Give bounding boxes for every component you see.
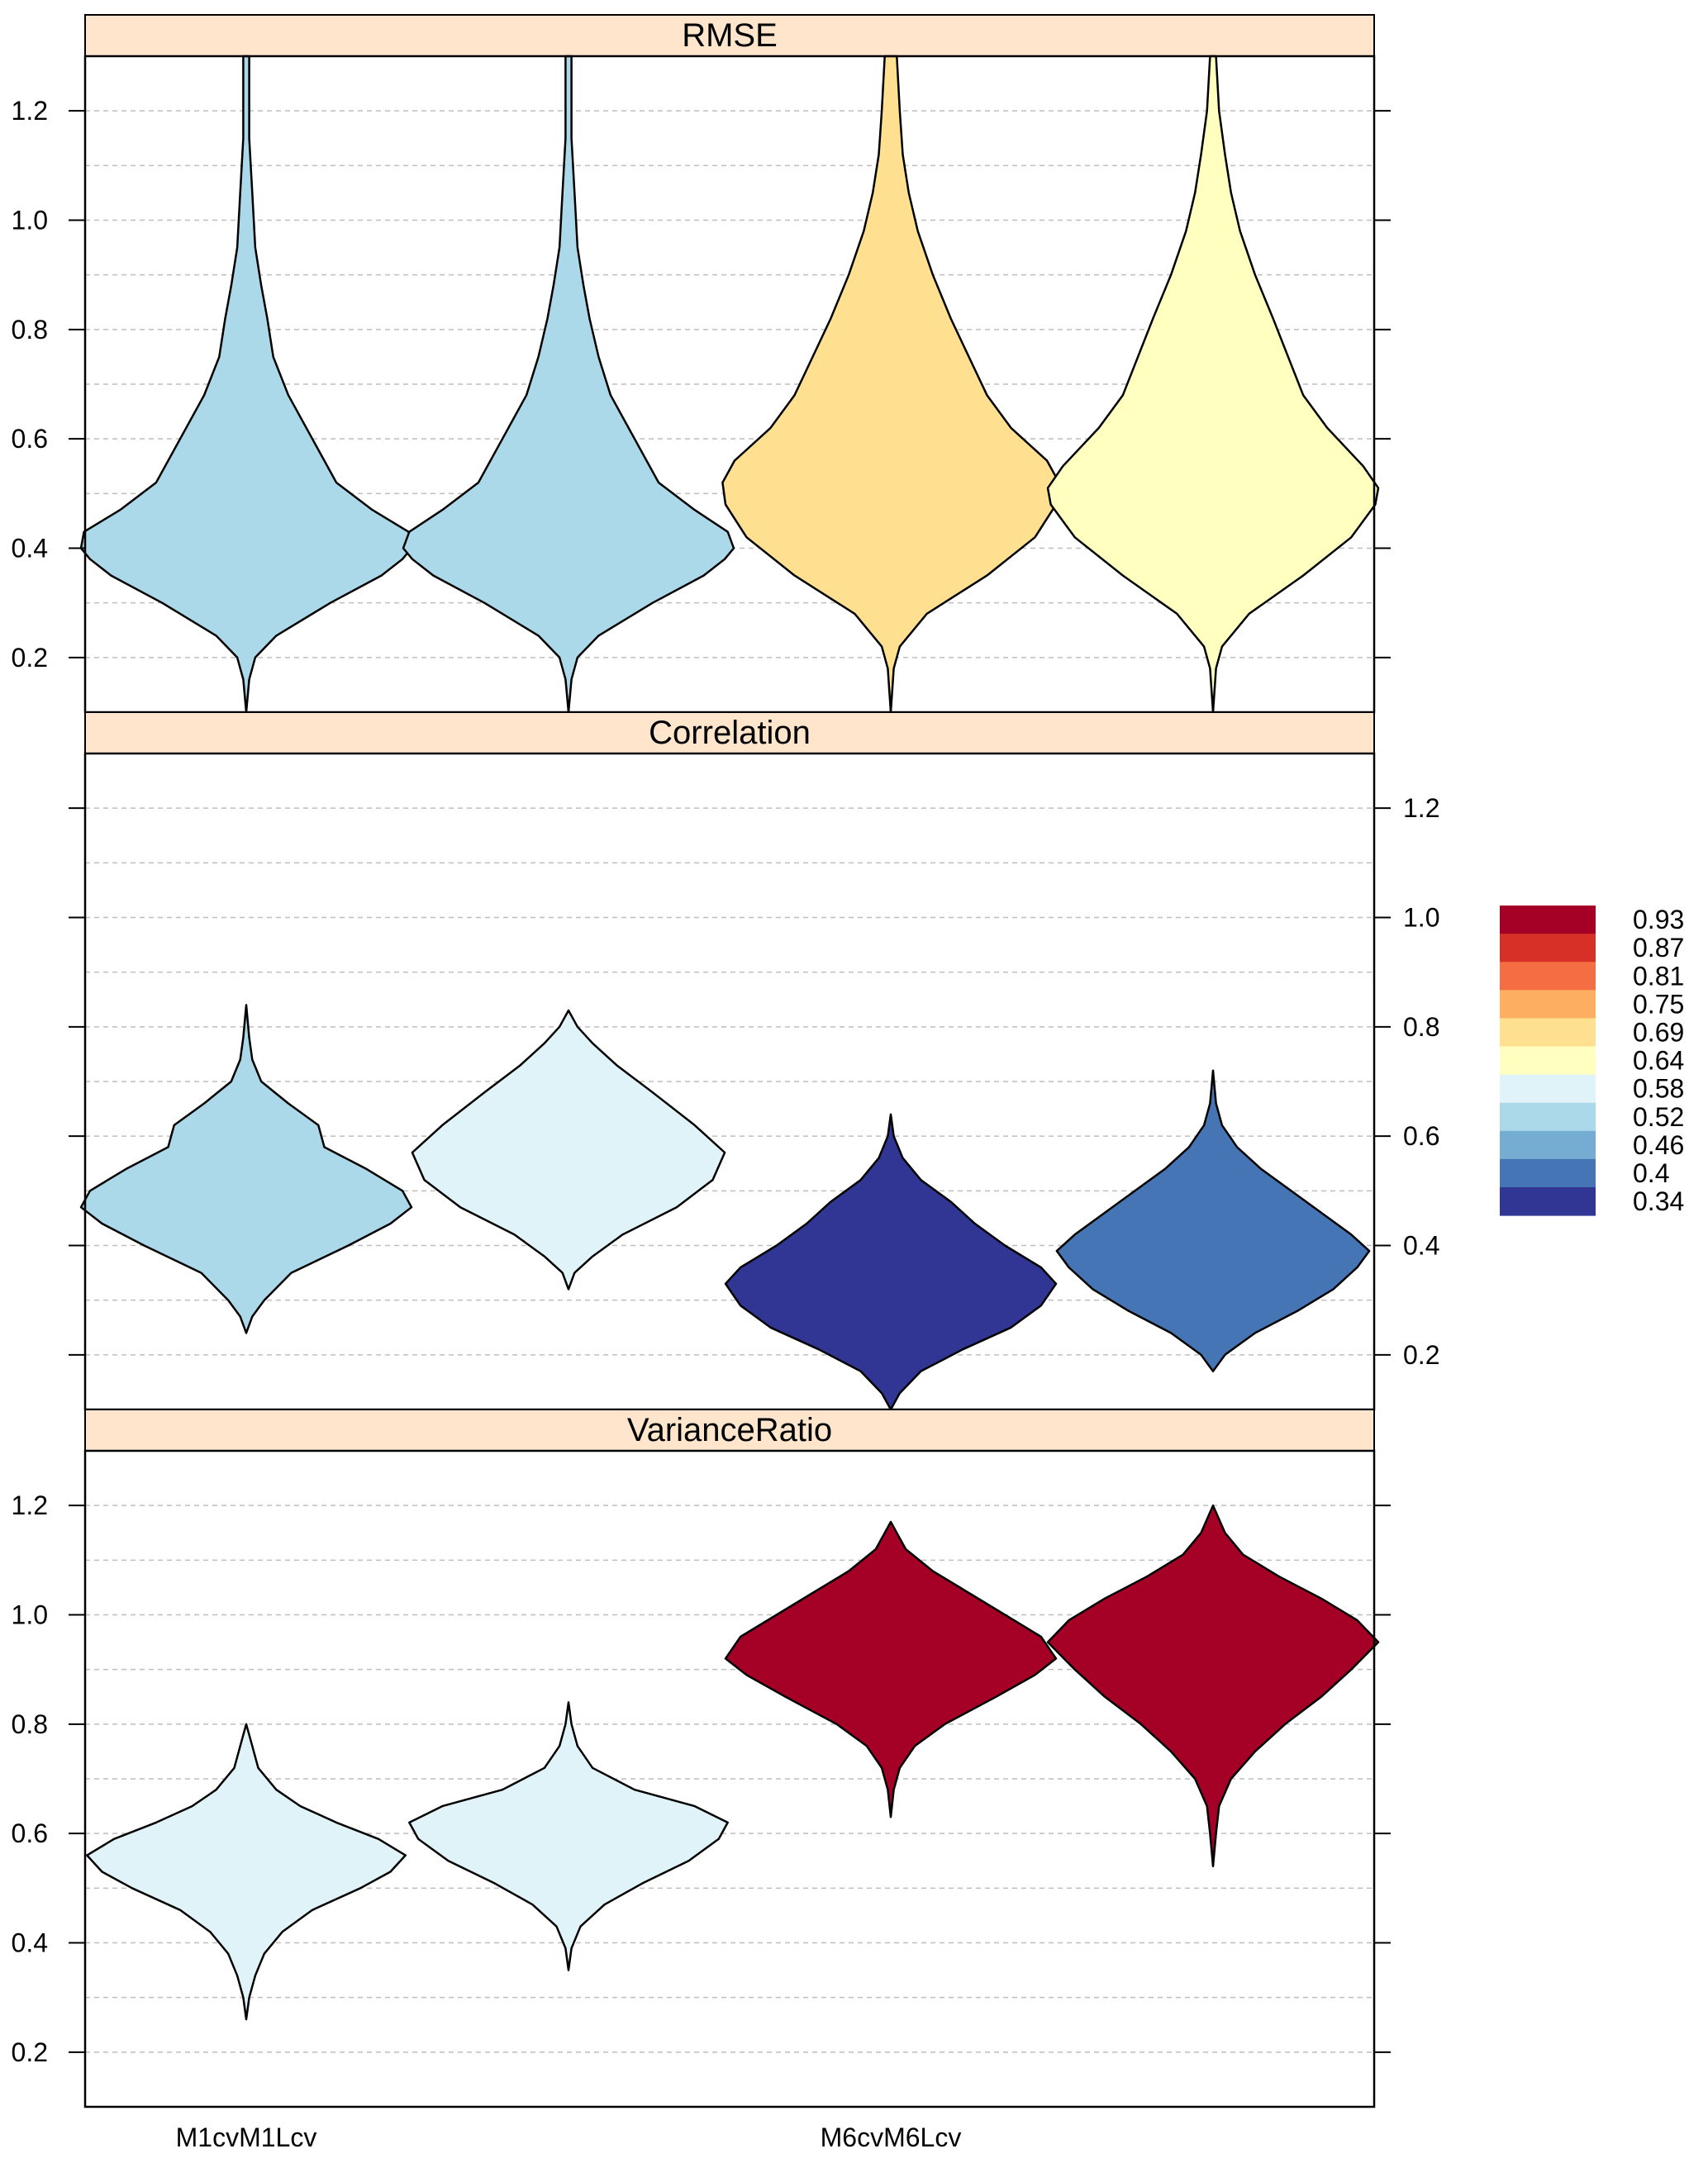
legend-label: 0.52 [1633, 1102, 1684, 1132]
legend-swatch [1500, 1046, 1596, 1076]
category-label: M6cvM6Lcv [821, 2123, 962, 2152]
legend-label: 0.64 [1633, 1046, 1684, 1076]
tick-label: 0.2 [1403, 1340, 1439, 1370]
tick-label: 0.8 [12, 315, 48, 345]
category-label: M1cvM1Lcv [176, 2123, 317, 2152]
panel-title: Correlation [649, 715, 811, 751]
violin [721, 55, 1060, 714]
panel-varianceratio: VarianceRatio 0.2 0.4 0.6 0.8 1.0 1.2 [12, 1409, 1391, 2108]
tick-label: 1.2 [12, 1490, 48, 1520]
tick-label: 1.0 [1403, 903, 1439, 933]
panel-correlation: Correlation 0.2 0.4 0.6 0.8 1.0 1.2 [69, 711, 1439, 1411]
violin [79, 1004, 413, 1334]
legend-swatch [1500, 1130, 1596, 1160]
strip-background [84, 711, 1375, 754]
legend: 0.930.870.810.750.690.640.580.520.460.40… [1500, 905, 1684, 1216]
tick-label: 1.0 [12, 206, 48, 235]
legend-label: 0.4 [1633, 1158, 1669, 1188]
x-axis: M1cvM1Lcv M6cvM6Lcv [176, 2123, 962, 2152]
panel-title: VarianceRatio [627, 1412, 832, 1448]
tick-label: 1.2 [12, 96, 48, 126]
panel-border [83, 1449, 1376, 2108]
legend-label: 0.34 [1633, 1186, 1684, 1216]
violin [724, 1520, 1058, 1818]
violin [1055, 1069, 1371, 1372]
violin [408, 1701, 729, 1971]
tick-label: 0.4 [12, 534, 48, 563]
tick-label: 0.2 [12, 643, 48, 673]
violin [1046, 1504, 1380, 1868]
tick-label: 0.6 [12, 424, 48, 454]
y-axis: 0.2 0.4 0.6 0.8 1.0 1.2 [69, 793, 1439, 1370]
strip-background [84, 14, 1375, 57]
legend-swatch [1500, 934, 1596, 963]
y-axis: 0.2 0.4 0.6 0.8 1.0 1.2 [12, 1490, 1391, 2067]
tick-label: 0.8 [12, 1709, 48, 1739]
tick-label: 1.2 [1403, 793, 1439, 823]
tick-label: 0.8 [1403, 1012, 1439, 1042]
tick-label: 0.4 [1403, 1231, 1439, 1261]
legend-swatch [1500, 990, 1596, 1019]
legend-swatch [1500, 1018, 1596, 1047]
legend-swatch [1500, 1102, 1596, 1132]
tick-label: 1.0 [12, 1600, 48, 1630]
legend-label: 0.87 [1633, 933, 1684, 963]
legend-swatch [1500, 1158, 1596, 1188]
legend-label: 0.46 [1633, 1130, 1684, 1160]
tick-label: 0.4 [12, 1928, 48, 1958]
legend-swatch [1500, 1187, 1596, 1216]
legend-swatch [1500, 962, 1596, 991]
violin [724, 1113, 1058, 1411]
legend-label: 0.81 [1633, 961, 1684, 991]
violin [86, 1723, 407, 2021]
y-axis: 0.2 0.4 0.6 0.8 1.0 1.2 [12, 96, 1391, 673]
legend-label: 0.75 [1633, 989, 1684, 1019]
panel-rmse: RMSE 0.2 0.4 0.6 0.8 1.0 1.2 [12, 14, 1391, 714]
tick-label: 0.6 [12, 1818, 48, 1848]
tick-label: 0.2 [12, 2037, 48, 2067]
panel-title: RMSE [682, 17, 778, 54]
legend-label: 0.69 [1633, 1017, 1684, 1047]
strip-background [84, 1409, 1375, 1452]
legend-label: 0.58 [1633, 1074, 1684, 1104]
legend-label: 0.93 [1633, 905, 1684, 934]
legend-swatch [1500, 1074, 1596, 1104]
tick-label: 0.6 [1403, 1121, 1439, 1151]
violin [411, 1009, 726, 1291]
legend-swatch [1500, 906, 1596, 934]
